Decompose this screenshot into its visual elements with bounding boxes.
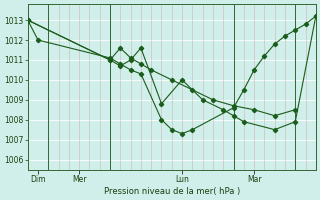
X-axis label: Pression niveau de la mer( hPa ): Pression niveau de la mer( hPa ) — [104, 187, 240, 196]
